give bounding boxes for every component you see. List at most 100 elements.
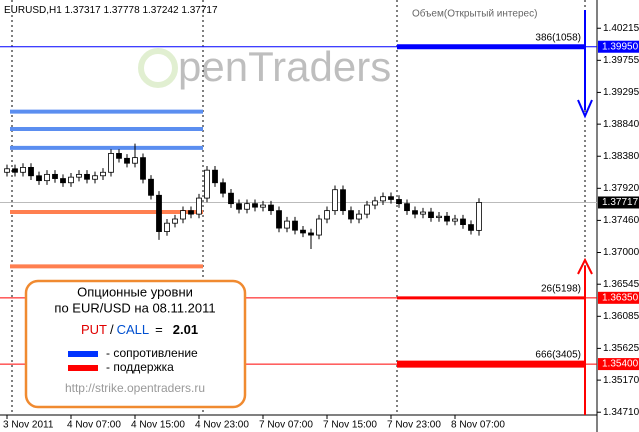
candle-body	[164, 222, 170, 232]
candle-body	[428, 211, 434, 219]
candle-body	[268, 204, 274, 212]
price-label: 1.36350	[602, 292, 639, 303]
ohlc-open: 1.37317	[65, 5, 102, 16]
arrow-down-head	[577, 99, 593, 119]
candle-body	[100, 171, 106, 177]
candle-body	[308, 232, 314, 236]
y-tick-label: 1.34710	[603, 407, 639, 418]
candle-body	[196, 197, 202, 215]
candle-body	[132, 157, 138, 164]
call: CALL	[117, 322, 150, 337]
candle-body	[412, 210, 418, 215]
y-tick-label: 1.39755	[603, 55, 639, 66]
candle-body	[36, 175, 42, 182]
candle-body	[404, 203, 410, 212]
candle-body	[172, 218, 178, 224]
legend-swatch	[68, 351, 98, 357]
arrow-up-head	[577, 257, 593, 275]
y-tick-label: 1.36545	[603, 279, 639, 290]
candle-body	[84, 173, 90, 180]
candle-body	[116, 153, 122, 159]
option-level-annotation: 26(5198)	[541, 283, 581, 294]
x-tick-label: 7 Nov 15:00	[323, 420, 377, 431]
watermark-text: penTraders	[178, 43, 391, 90]
candle-body	[204, 169, 210, 199]
y-tick-label: 1.35625	[603, 343, 639, 354]
candle-body	[156, 194, 162, 232]
candle-body	[124, 157, 130, 164]
y-tick-label: 1.38840	[603, 119, 639, 130]
candle-body	[468, 224, 474, 231]
candle-body	[12, 168, 18, 173]
y-tick-label: 1.40215	[603, 23, 639, 34]
candle-body	[364, 204, 370, 215]
candles	[4, 143, 482, 249]
y-tick-label: 1.37000	[603, 247, 639, 258]
candle-body	[276, 210, 282, 229]
levels: 386(1058) 26(5198) 666(3405)	[0, 32, 597, 368]
candle-body	[300, 229, 306, 234]
info-subtitle: по EUR/USD на 08.11.2011	[54, 300, 215, 315]
info-box: Опционные уровни по EUR/USD на 08.11.201…	[24, 279, 247, 409]
candle-body	[140, 157, 146, 180]
option-level-annotation: 666(3405)	[535, 350, 581, 361]
candle-body	[188, 210, 194, 215]
put: PUT	[81, 322, 107, 337]
candle-body	[220, 182, 226, 194]
chart-title: EURUSD,H1 1.37317 1.37778 1.37242 1.3771…	[4, 5, 218, 16]
x-tick-label: 8 Nov 07:00	[451, 420, 505, 431]
legend-swatch	[68, 365, 98, 371]
x-tick-label: 4 Nov 15:00	[131, 420, 185, 431]
candle-body	[236, 203, 242, 210]
info-url: http://strike.opentraders.ru	[65, 381, 205, 395]
symbol: EURUSD,H1	[4, 5, 62, 16]
candle-body	[20, 166, 26, 173]
candle-body	[292, 220, 298, 231]
candle-body	[244, 203, 250, 210]
candle-body	[476, 202, 482, 231]
y-tick-label: 1.37920	[603, 183, 639, 194]
candle-body	[420, 211, 426, 215]
candle-body	[252, 203, 258, 208]
x-tick-label: 4 Nov 07:00	[67, 420, 121, 431]
current-price-box	[598, 196, 639, 209]
price-label: 1.35400	[602, 359, 639, 370]
slash: /	[110, 322, 114, 337]
volume-title: Объем(Открытый интерес)	[412, 8, 537, 20]
candle-body	[356, 213, 362, 220]
legend-label: - поддержка	[106, 360, 174, 374]
price-label-box	[598, 358, 639, 371]
legend-label: - сопротивление	[106, 346, 198, 360]
candle-body	[212, 169, 218, 184]
candle-body	[148, 178, 154, 196]
candle-body	[52, 173, 58, 179]
x-tick-label: 4 Nov 23:00	[195, 420, 249, 431]
candle-body	[260, 204, 266, 208]
y-tick-label: 1.35170	[603, 375, 639, 386]
info-frame	[24, 279, 247, 409]
candle-body	[452, 218, 458, 222]
price-label-box	[598, 291, 639, 304]
current-price-label: 1.37717	[602, 197, 639, 208]
y-tick-label: 1.38380	[603, 151, 639, 162]
candle-body	[332, 189, 338, 212]
y-tick-label: 1.39295	[603, 87, 639, 98]
candle-body	[396, 199, 402, 205]
candle-body	[380, 196, 386, 202]
ohlc-low: 1.37242	[142, 5, 179, 16]
watermark-logo	[138, 48, 178, 88]
equals: =	[155, 322, 163, 337]
ratio: 2.01	[173, 322, 198, 337]
candle-body	[28, 166, 34, 177]
candle-body	[68, 176, 74, 184]
x-tick-label: 7 Nov 07:00	[259, 420, 313, 431]
option-level-annotation: 386(1058)	[535, 32, 581, 43]
candle-body	[180, 210, 186, 220]
x-tick-label: 7 Nov 23:00	[387, 420, 441, 431]
price-label-box	[598, 40, 639, 53]
candle-body	[444, 215, 450, 222]
candle-body	[316, 218, 322, 236]
candle-body	[436, 215, 442, 219]
candle-body	[92, 175, 98, 180]
